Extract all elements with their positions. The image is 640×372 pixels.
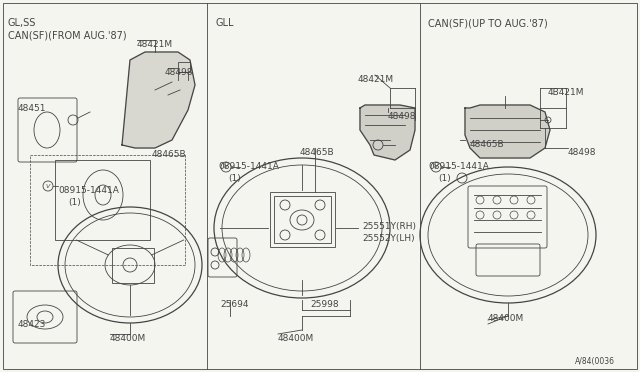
Text: CAN(SF)(UP TO AUG.'87): CAN(SF)(UP TO AUG.'87) bbox=[428, 18, 548, 28]
Text: 48498: 48498 bbox=[568, 148, 596, 157]
Text: (1): (1) bbox=[228, 174, 241, 183]
Text: 25694: 25694 bbox=[220, 300, 248, 309]
Text: (1): (1) bbox=[68, 198, 81, 207]
Polygon shape bbox=[360, 105, 415, 160]
Text: 48451: 48451 bbox=[18, 104, 47, 113]
Text: A/84(0036: A/84(0036 bbox=[575, 357, 615, 366]
Text: GL,SS: GL,SS bbox=[8, 18, 36, 28]
Text: 48465B: 48465B bbox=[152, 150, 187, 159]
Text: V: V bbox=[46, 183, 50, 189]
Text: 48400M: 48400M bbox=[278, 334, 314, 343]
Text: 48498: 48498 bbox=[388, 112, 417, 121]
Text: CAN(SF)(FROM AUG.'87): CAN(SF)(FROM AUG.'87) bbox=[8, 30, 127, 40]
Bar bbox=[178, 62, 190, 72]
Text: 08915-1441A: 08915-1441A bbox=[428, 162, 489, 171]
Bar bbox=[112, 248, 154, 283]
Text: (1): (1) bbox=[438, 174, 451, 183]
Bar bbox=[274, 196, 331, 243]
Text: 48465B: 48465B bbox=[300, 148, 335, 157]
Text: 48423: 48423 bbox=[18, 320, 46, 329]
Text: GLL: GLL bbox=[215, 18, 234, 28]
Polygon shape bbox=[465, 105, 550, 158]
Text: 48400M: 48400M bbox=[110, 334, 147, 343]
Bar bbox=[270, 192, 335, 247]
Polygon shape bbox=[122, 52, 195, 148]
Text: 48421M: 48421M bbox=[358, 75, 394, 84]
Text: 48465B: 48465B bbox=[470, 140, 504, 149]
Text: 08915-1441A: 08915-1441A bbox=[218, 162, 279, 171]
Text: 4B421M: 4B421M bbox=[548, 88, 584, 97]
Text: V: V bbox=[224, 164, 228, 170]
Text: 08915-1441A: 08915-1441A bbox=[58, 186, 119, 195]
Text: 48498: 48498 bbox=[165, 68, 193, 77]
Text: 25552Y(LH): 25552Y(LH) bbox=[362, 234, 415, 243]
Text: 25998: 25998 bbox=[310, 300, 339, 309]
Bar bbox=[30, 155, 185, 265]
Text: 48400M: 48400M bbox=[488, 314, 524, 323]
Text: 48421M: 48421M bbox=[137, 40, 173, 49]
Text: 25551Y(RH): 25551Y(RH) bbox=[362, 222, 416, 231]
Text: V: V bbox=[434, 164, 438, 170]
Bar bbox=[55, 160, 150, 240]
